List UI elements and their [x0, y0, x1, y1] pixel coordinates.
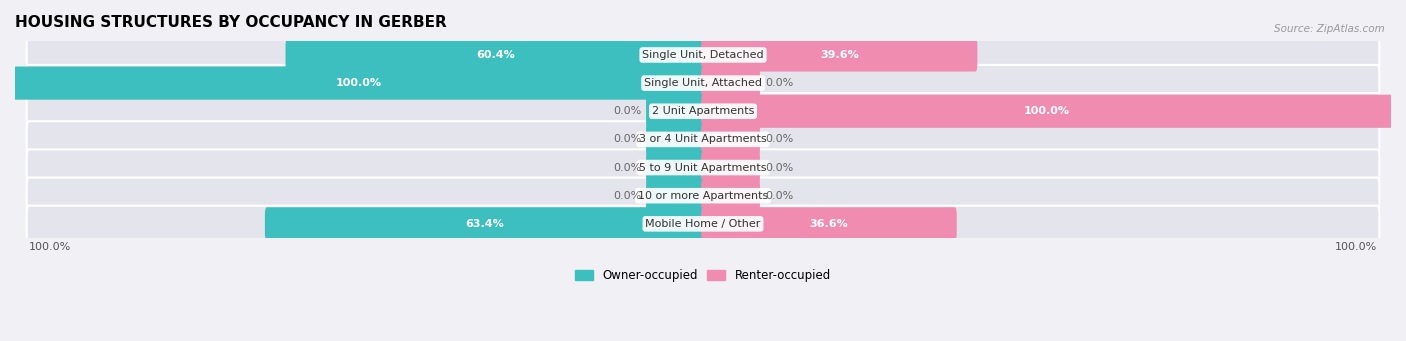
Text: Single Unit, Detached: Single Unit, Detached [643, 50, 763, 60]
Text: 100.0%: 100.0% [1024, 106, 1070, 116]
FancyBboxPatch shape [645, 151, 704, 184]
FancyBboxPatch shape [645, 95, 704, 128]
Text: 63.4%: 63.4% [465, 219, 505, 229]
FancyBboxPatch shape [285, 39, 704, 72]
Text: Single Unit, Attached: Single Unit, Attached [644, 78, 762, 88]
FancyBboxPatch shape [27, 149, 1379, 186]
Text: 100.0%: 100.0% [28, 242, 72, 252]
Text: 0.0%: 0.0% [613, 191, 641, 201]
FancyBboxPatch shape [264, 207, 704, 240]
Text: 0.0%: 0.0% [613, 134, 641, 144]
Text: Mobile Home / Other: Mobile Home / Other [645, 219, 761, 229]
FancyBboxPatch shape [702, 207, 956, 240]
FancyBboxPatch shape [27, 178, 1379, 214]
Text: 0.0%: 0.0% [765, 78, 793, 88]
Text: 0.0%: 0.0% [765, 163, 793, 173]
Text: 100.0%: 100.0% [1334, 242, 1378, 252]
Text: 60.4%: 60.4% [475, 50, 515, 60]
FancyBboxPatch shape [27, 121, 1379, 158]
Text: 100.0%: 100.0% [336, 78, 382, 88]
FancyBboxPatch shape [27, 37, 1379, 73]
FancyBboxPatch shape [13, 66, 704, 100]
FancyBboxPatch shape [702, 179, 761, 212]
Text: Source: ZipAtlas.com: Source: ZipAtlas.com [1274, 24, 1385, 34]
Text: HOUSING STRUCTURES BY OCCUPANCY IN GERBER: HOUSING STRUCTURES BY OCCUPANCY IN GERBE… [15, 15, 447, 30]
Text: 0.0%: 0.0% [613, 163, 641, 173]
Text: 0.0%: 0.0% [613, 106, 641, 116]
Text: 3 or 4 Unit Apartments: 3 or 4 Unit Apartments [640, 134, 766, 144]
FancyBboxPatch shape [27, 93, 1379, 130]
FancyBboxPatch shape [702, 39, 977, 72]
FancyBboxPatch shape [702, 66, 761, 100]
FancyBboxPatch shape [702, 95, 1393, 128]
FancyBboxPatch shape [27, 206, 1379, 242]
Text: 36.6%: 36.6% [810, 219, 848, 229]
Text: 5 to 9 Unit Apartments: 5 to 9 Unit Apartments [640, 163, 766, 173]
Text: 0.0%: 0.0% [765, 191, 793, 201]
FancyBboxPatch shape [702, 151, 761, 184]
FancyBboxPatch shape [645, 123, 704, 156]
Text: 2 Unit Apartments: 2 Unit Apartments [652, 106, 754, 116]
Legend: Owner-occupied, Renter-occupied: Owner-occupied, Renter-occupied [571, 265, 835, 287]
Text: 10 or more Apartments: 10 or more Apartments [638, 191, 768, 201]
FancyBboxPatch shape [702, 123, 761, 156]
Text: 0.0%: 0.0% [765, 134, 793, 144]
Text: 39.6%: 39.6% [820, 50, 859, 60]
FancyBboxPatch shape [27, 65, 1379, 101]
FancyBboxPatch shape [645, 179, 704, 212]
